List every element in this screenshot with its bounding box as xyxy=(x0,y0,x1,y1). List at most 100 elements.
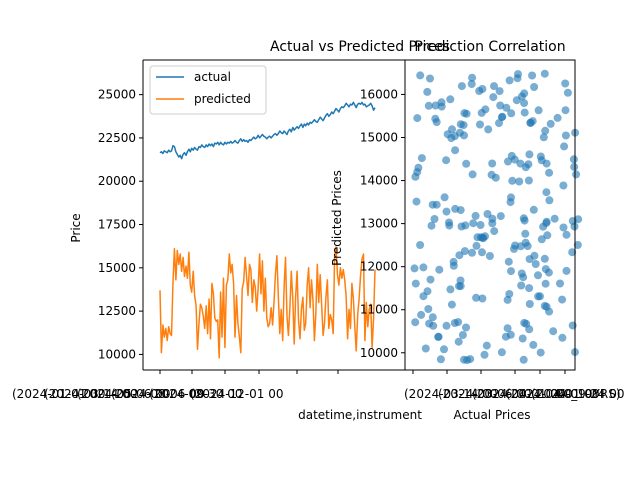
scatter-point xyxy=(515,177,524,186)
scatter-point xyxy=(543,231,552,240)
scatter-point xyxy=(497,348,506,357)
scatter-point xyxy=(411,318,420,327)
scatter-point xyxy=(417,154,426,163)
scatter-point xyxy=(521,238,530,247)
scatter-point xyxy=(525,284,534,293)
scatter-point xyxy=(536,348,545,357)
right-y-axis-label: Predicted Prices xyxy=(330,170,344,266)
left-y-axis-label: Price xyxy=(69,213,83,242)
scatter-point xyxy=(525,255,534,264)
scatter-point xyxy=(482,341,491,350)
scatter-point xyxy=(457,82,466,91)
scatter-point xyxy=(513,74,522,83)
scatter-point xyxy=(504,257,513,266)
scatter-point xyxy=(485,252,494,260)
scatter-point xyxy=(536,292,544,301)
scatter-point xyxy=(462,159,471,168)
scatter-point xyxy=(568,217,577,225)
scatter-point xyxy=(568,248,577,257)
right-x-tick-label: (2024-03-14 00 xyxy=(404,387,498,401)
left-y-tick-label: 25000 xyxy=(98,88,136,102)
right-chart: 10000 11000 12000 13000 14000 15000 16000 (202… xyxy=(330,39,625,422)
scatter-point xyxy=(477,108,486,117)
scatter-point xyxy=(440,193,449,202)
legend: actual predicted xyxy=(149,65,267,115)
scatter-point xyxy=(495,119,503,128)
scatter-point xyxy=(410,264,419,273)
scatter-point xyxy=(435,265,444,274)
right-x-ticks: (2024-03-14 00(2024-03-06 00(2024-04-01 … xyxy=(404,370,625,401)
scatter-point xyxy=(468,248,476,257)
scatter-point xyxy=(413,114,422,123)
scatter-point xyxy=(417,310,426,319)
scatter-point xyxy=(462,109,471,118)
scatter-point xyxy=(472,293,481,302)
scatter-point xyxy=(524,160,533,169)
scatter-point xyxy=(451,146,460,155)
left-y-tick-label: 22500 xyxy=(98,131,136,145)
scatter-point xyxy=(460,247,469,256)
scatter-point xyxy=(458,331,467,339)
left-y-tick-label: 20000 xyxy=(98,174,136,188)
scatter-point xyxy=(525,300,534,308)
scatter-point xyxy=(463,356,472,365)
scatter-point xyxy=(504,157,512,166)
right-y-tick-label: 16000 xyxy=(360,87,398,101)
right-y-tick-label: 10000 xyxy=(360,346,398,360)
scatter-point xyxy=(519,273,528,282)
scatter-point xyxy=(426,74,434,83)
scatter-point xyxy=(505,76,514,85)
scatter-point xyxy=(484,125,493,134)
scatter-point xyxy=(562,266,571,275)
scatter-point xyxy=(558,333,567,342)
scatter-point xyxy=(442,321,451,330)
scatter-point xyxy=(501,332,510,341)
left-y-tick-label: 10000 xyxy=(98,347,136,361)
scatter-point xyxy=(529,340,538,349)
scatter-point xyxy=(502,103,511,112)
scatter-point xyxy=(419,263,428,272)
scatter-point xyxy=(556,279,564,288)
scatter-point xyxy=(559,223,568,232)
series-line-actual xyxy=(159,101,376,160)
scatter-point xyxy=(432,200,441,209)
scatter-point xyxy=(534,106,543,115)
scatter-point xyxy=(442,156,451,165)
scatter-point xyxy=(467,80,476,88)
scatter-point xyxy=(488,214,497,223)
scatter-point xyxy=(520,99,529,108)
scatter-point xyxy=(558,295,567,304)
left-x-ticks: (2024-01-01 00(2024-03-14 00(2024-05-06 … xyxy=(12,370,339,401)
scatter-point xyxy=(471,211,480,220)
scatter-point xyxy=(456,206,465,215)
scatter-point xyxy=(431,101,440,110)
scatter-point xyxy=(447,134,456,143)
left-x-tick-label: (2024-01-01 00 xyxy=(12,387,106,401)
scatter-point xyxy=(476,221,485,229)
scatter-point xyxy=(521,229,530,238)
scatter-point xyxy=(534,271,542,280)
scatter-point xyxy=(421,344,430,353)
scatter-point xyxy=(446,285,455,294)
scatter-point xyxy=(498,112,507,121)
scatter-point xyxy=(437,98,446,107)
scatter-point xyxy=(546,119,555,128)
scatter-point xyxy=(520,108,529,117)
scatter-point xyxy=(411,279,420,288)
scatter-point xyxy=(569,155,578,164)
scatter-point xyxy=(432,118,441,127)
scatter-point xyxy=(426,275,435,284)
scatter-point xyxy=(462,323,470,332)
scatter-point xyxy=(524,176,533,185)
right-x-tick-label: (2024-09-24 00 xyxy=(531,387,625,401)
scatter-point xyxy=(490,227,499,236)
scatter-point xyxy=(454,318,463,327)
scatter-point xyxy=(469,219,478,228)
scatter-point xyxy=(539,133,548,142)
scatter-point xyxy=(561,106,570,115)
scatter-point xyxy=(512,96,521,105)
left-x-tick-label: (2024-12-01 00 xyxy=(190,387,284,401)
scatter-point xyxy=(563,88,572,97)
scatter-point xyxy=(442,207,451,216)
scatter-point xyxy=(517,281,526,290)
